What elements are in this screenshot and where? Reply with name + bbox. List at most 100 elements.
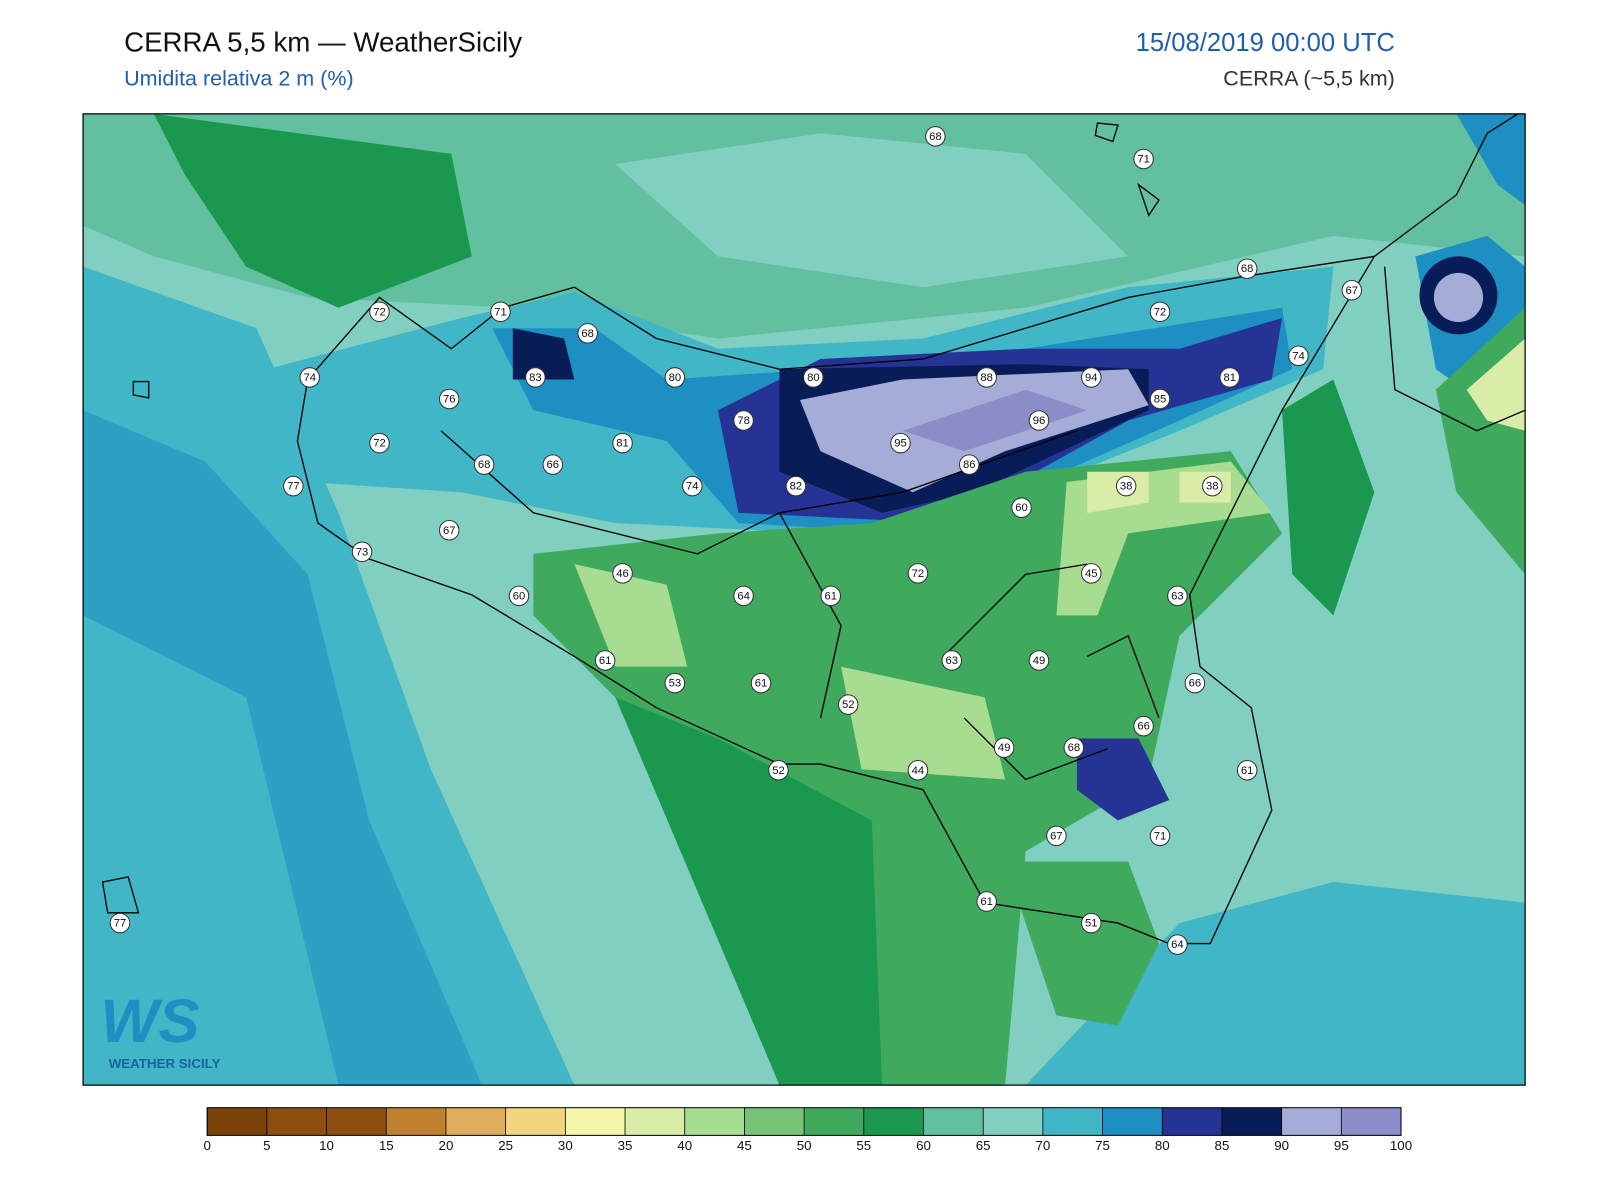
station-value: 80	[807, 372, 820, 384]
colorbar-tick-label: 60	[916, 1138, 931, 1153]
colorbar-bin	[684, 1107, 745, 1136]
station-marker	[976, 891, 997, 912]
station-marker	[907, 563, 929, 584]
station-marker	[664, 367, 686, 388]
station-value: 61	[599, 655, 612, 667]
station-marker	[837, 694, 859, 715]
station-marker	[1149, 301, 1171, 323]
station-value: 73	[356, 546, 369, 558]
station-marker	[542, 454, 564, 475]
station-value: 72	[373, 306, 386, 318]
station-marker	[1149, 388, 1171, 410]
station-value: 51	[1085, 918, 1098, 930]
station-marker	[369, 432, 390, 454]
station-value: 94	[1085, 372, 1098, 384]
model: CERRA (~5,5 km)	[1223, 67, 1395, 91]
station-marker	[664, 672, 686, 694]
station-marker	[733, 585, 754, 607]
station-value: 85	[1154, 393, 1167, 405]
station-marker	[750, 672, 772, 694]
station-marker	[1133, 715, 1154, 737]
station-marker	[1149, 825, 1171, 847]
colorbar-tick-label: 30	[558, 1138, 573, 1153]
station-marker	[594, 650, 616, 671]
station-marker	[283, 475, 304, 497]
station-value: 66	[547, 459, 560, 471]
station-value: 71	[1137, 153, 1150, 165]
station-value: 67	[1346, 285, 1359, 297]
station-marker	[1202, 475, 1223, 497]
station-marker	[612, 432, 633, 454]
station-value: 72	[912, 568, 925, 580]
station-value: 60	[1015, 502, 1028, 514]
station-value: 80	[669, 372, 682, 384]
station-value: 45	[1085, 568, 1098, 580]
station-marker	[1028, 410, 1050, 431]
station-value: 61	[825, 590, 838, 602]
colorbar-tick-label: 45	[737, 1138, 752, 1153]
colorbar-bin	[923, 1107, 984, 1136]
station-value: 52	[772, 765, 785, 777]
logo-mark: WS	[101, 987, 200, 1056]
station-value: 64	[1171, 939, 1184, 951]
station-value: 49	[1033, 655, 1046, 667]
logo-text: WEATHER SICILY	[109, 1056, 221, 1071]
colorbar-bin	[863, 1107, 924, 1136]
station-value: 71	[1154, 830, 1167, 842]
colorbar-tick-label: 10	[319, 1138, 334, 1153]
station-marker	[1288, 345, 1309, 367]
colorbar-tick-label: 20	[439, 1138, 454, 1153]
station-value: 71	[494, 306, 507, 318]
station-value: 72	[373, 438, 386, 450]
colorbar-bin	[565, 1107, 626, 1136]
station-value: 38	[1206, 481, 1219, 493]
station-marker	[1063, 737, 1085, 758]
colorbar-bin	[625, 1107, 685, 1136]
station-value: 67	[1050, 830, 1063, 842]
station-marker	[907, 759, 929, 781]
station-marker	[1236, 258, 1258, 279]
station-value: 96	[1033, 415, 1046, 427]
field	[83, 113, 1526, 1086]
station-marker	[1341, 279, 1363, 301]
station-marker	[682, 475, 703, 497]
colorbar-bin	[386, 1107, 446, 1136]
station-value: 52	[842, 699, 855, 711]
colorbar-bin	[326, 1107, 387, 1136]
station-marker	[525, 367, 546, 388]
station-marker	[803, 367, 824, 388]
station-value: 66	[1137, 721, 1150, 733]
map-frame	[82, 113, 1526, 1086]
station-marker	[976, 367, 997, 388]
station-marker	[1236, 759, 1258, 781]
station-value: 66	[1189, 678, 1202, 690]
colorbar-tick-label: 55	[856, 1138, 871, 1153]
station-value: 95	[894, 438, 907, 450]
station-value: 74	[303, 372, 316, 384]
colorbar-bin	[983, 1107, 1043, 1136]
station-value: 68	[929, 131, 942, 143]
station-marker	[299, 367, 320, 388]
station-marker	[785, 475, 807, 497]
colorbar-tick-label: 65	[976, 1138, 991, 1153]
station-marker	[1081, 912, 1102, 934]
station-marker	[438, 519, 460, 541]
colorbar-tick-label: 0	[203, 1138, 210, 1153]
station-marker	[1167, 934, 1188, 955]
station-marker	[1011, 497, 1032, 518]
colorbar-tick-label: 80	[1155, 1138, 1170, 1153]
colorbar-bin	[744, 1107, 805, 1136]
station-marker	[958, 454, 980, 475]
station-marker	[993, 737, 1015, 758]
colorbar-tick-label: 5	[263, 1138, 270, 1153]
colorbar-tick-label: 95	[1334, 1138, 1349, 1153]
title: CERRA 5,5 km — WeatherSicily	[124, 26, 522, 57]
station-value: 38	[1120, 481, 1133, 493]
station-value: 61	[1241, 765, 1254, 777]
station-marker	[941, 650, 963, 671]
station-marker	[612, 563, 633, 584]
station-value: 81	[616, 438, 629, 450]
station-value: 77	[114, 918, 127, 930]
station-marker	[1167, 585, 1188, 607]
